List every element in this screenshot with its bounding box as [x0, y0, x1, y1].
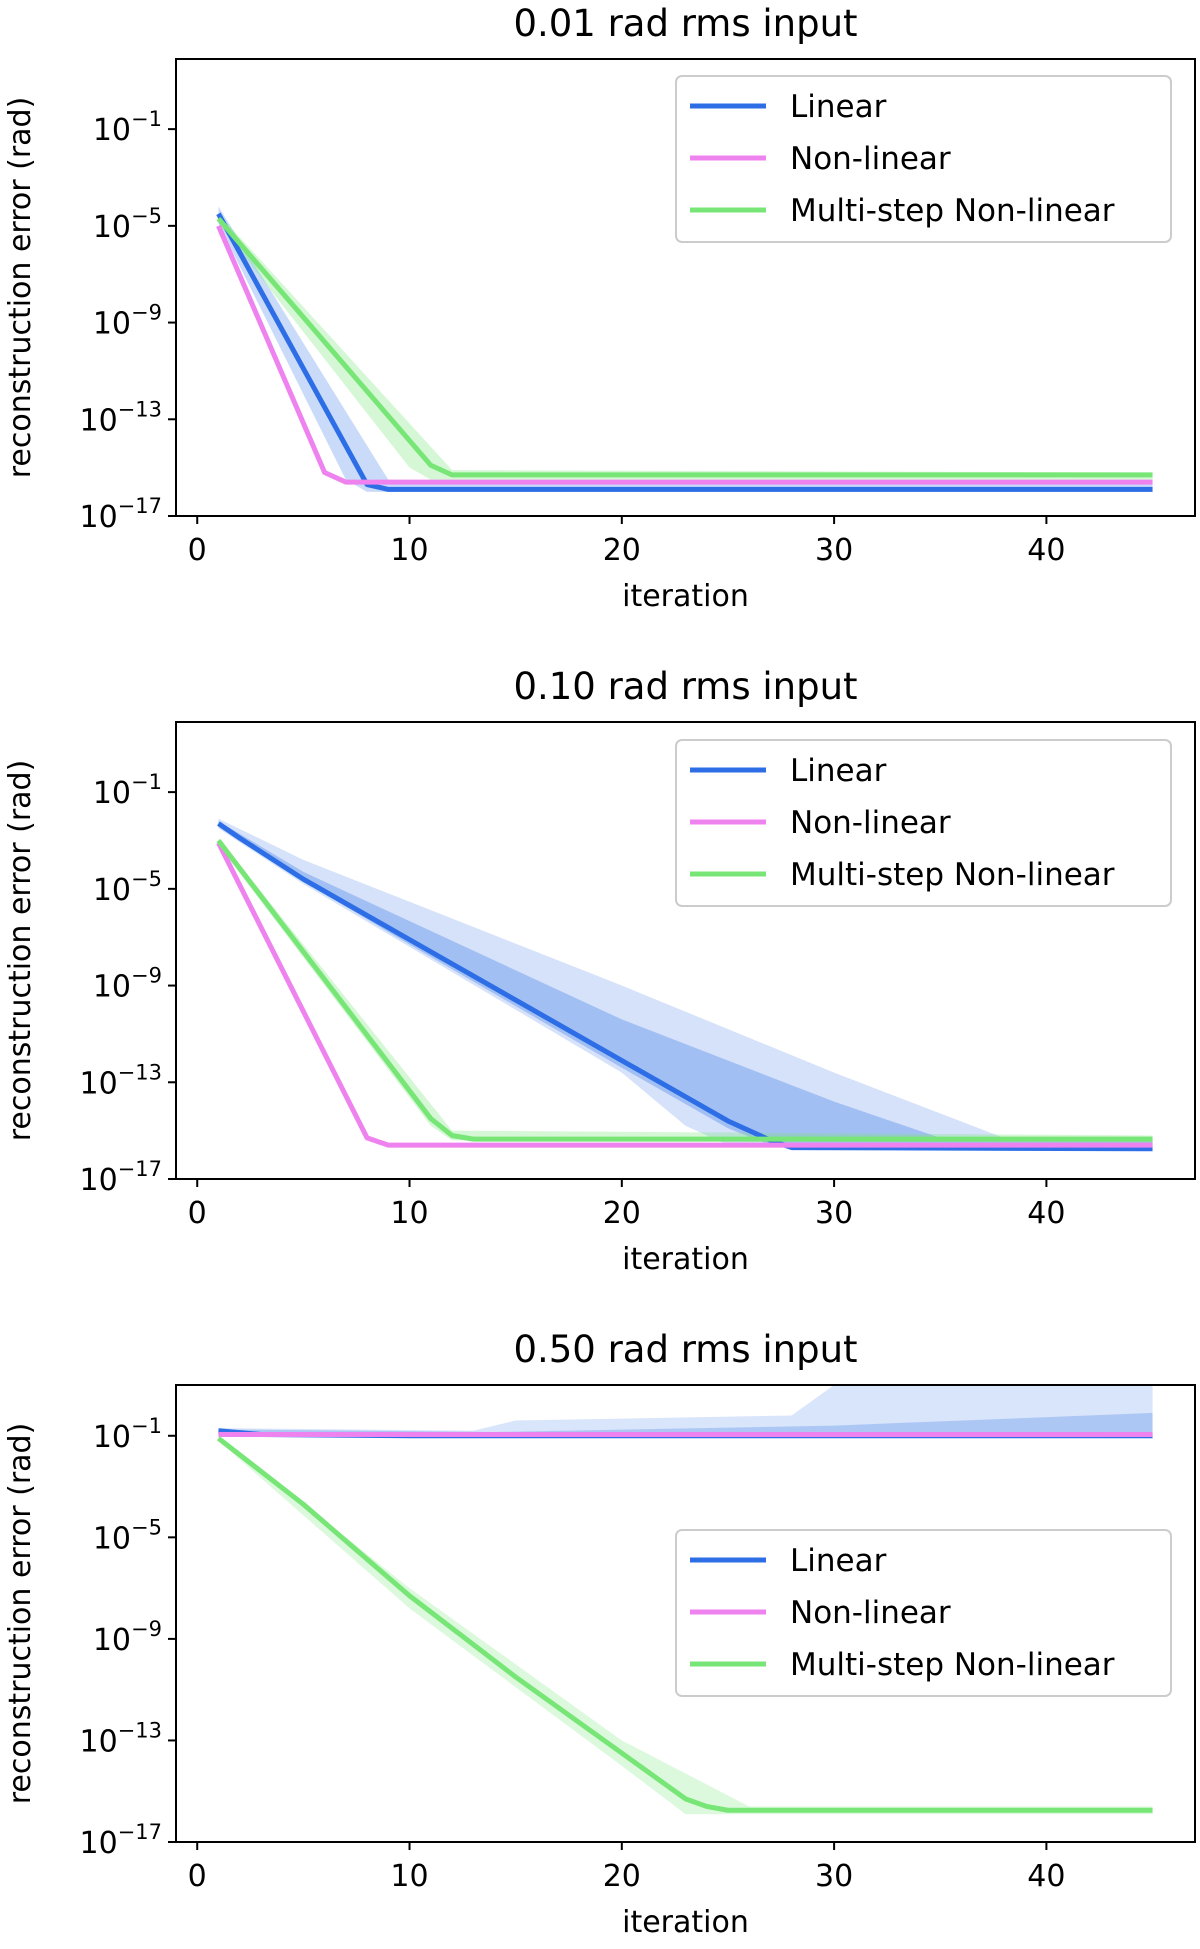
- legend: Linear Non-linear Multi-step Non-linear: [675, 1529, 1172, 1697]
- x-tick-label: 40: [1027, 1196, 1065, 1231]
- legend-label: Non-linear: [790, 141, 951, 177]
- legend-box: [675, 739, 1172, 907]
- band-linear-1: [218, 821, 1153, 1149]
- series-line-non-linear: [216, 841, 1153, 1148]
- legend-box: [675, 1529, 1172, 1697]
- y-axis-label: reconstruction error (rad): [3, 760, 38, 1142]
- chart-panel-3: 0 10 20 30 40 10−1 10−5 10−9 10−13 10−17 0.50 rad …: [3, 1328, 1196, 1940]
- x-tick-label: 30: [815, 1196, 853, 1231]
- x-tick-label: 30: [815, 533, 853, 568]
- series-line-multi-step-non-linear: [216, 838, 1153, 1142]
- series-line-multi-step-non-linear: [216, 1436, 1153, 1813]
- y-tick-label: 10−5: [93, 867, 162, 908]
- chart-panel-1: 0 10 20 30 40 10−1 10−5 10−9 10−13 10−17 0.01 rad …: [3, 2, 1196, 614]
- series-line-non-linear: [216, 224, 1153, 485]
- legend-label: Multi-step Non-linear: [790, 857, 1115, 893]
- y-axis-label: reconstruction error (rad): [3, 97, 38, 479]
- x-tick-label: 0: [188, 1196, 207, 1231]
- band-linear-1: [218, 1412, 1153, 1438]
- chart-panel-2: 0 10 20 30 40 10−1 10−5 10−9 10−13 10−17 0.10 rad …: [3, 665, 1196, 1277]
- x-tick-label: 20: [603, 1859, 641, 1894]
- y-tick-label: 10−1: [93, 770, 162, 811]
- legend-label: Non-linear: [790, 1595, 951, 1631]
- y-axis-label: reconstruction error (rad): [3, 1423, 38, 1805]
- plot-area: [216, 1385, 1153, 1815]
- x-tick-label: 10: [390, 533, 428, 568]
- legend-label: Multi-step Non-linear: [790, 193, 1115, 229]
- x-tick-label: 0: [188, 1859, 207, 1894]
- band-linear-0: [218, 206, 1153, 492]
- band-linear-0: [218, 1385, 1153, 1439]
- axes-frame: [175, 1384, 1196, 1843]
- y-tick-label: 10−5: [93, 204, 162, 245]
- y-tick-label: 10−13: [79, 1060, 162, 1101]
- legend-label: Multi-step Non-linear: [790, 1647, 1115, 1683]
- y-tick-label: 10−1: [93, 1414, 162, 1455]
- x-tick-label: 20: [603, 533, 641, 568]
- x-axis-label: iteration: [622, 1242, 749, 1277]
- x-tick-label: 0: [188, 533, 207, 568]
- x-tick-label: 10: [390, 1859, 428, 1894]
- band-linear-0: [218, 818, 1153, 1149]
- legend: Linear Non-linear Multi-step Non-linear: [675, 75, 1172, 243]
- chart-title: 0.50 rad rms input: [513, 1328, 857, 1371]
- series-line-linear: [216, 212, 1153, 492]
- y-tick-label: 10−1: [93, 107, 162, 148]
- series-line-multi-step-non-linear: [216, 216, 1153, 478]
- y-tick-label: 10−9: [93, 301, 162, 342]
- y-tick-label: 10−9: [93, 1617, 162, 1658]
- axes-frame: [175, 721, 1196, 1180]
- y-tick-label: 10−17: [79, 1820, 162, 1861]
- legend-label: Linear: [790, 753, 887, 789]
- legend: Linear Non-linear Multi-step Non-linear: [675, 739, 1172, 907]
- x-tick-label: 30: [815, 1859, 853, 1894]
- y-tick-label: 10−17: [79, 1157, 162, 1198]
- axes-frame: [175, 58, 1196, 517]
- x-tick-label: 40: [1027, 1859, 1065, 1894]
- x-axis-label: iteration: [622, 579, 749, 614]
- plot-area: [216, 206, 1153, 492]
- legend-label: Linear: [790, 89, 887, 125]
- chart-title: 0.01 rad rms input: [513, 2, 857, 45]
- y-tick-label: 10−9: [93, 964, 162, 1005]
- y-tick-label: 10−17: [79, 494, 162, 535]
- legend-label: Non-linear: [790, 805, 951, 841]
- y-tick-label: 10−13: [79, 1718, 162, 1759]
- legend-box: [675, 75, 1172, 243]
- x-tick-label: 20: [603, 1196, 641, 1231]
- x-tick-label: 10: [390, 1196, 428, 1231]
- x-axis-label: iteration: [622, 1905, 749, 1940]
- chart-title: 0.10 rad rms input: [513, 665, 857, 708]
- x-tick-label: 40: [1027, 533, 1065, 568]
- y-tick-label: 10−13: [79, 397, 162, 438]
- plot-area: [216, 818, 1153, 1152]
- legend-label: Linear: [790, 1543, 887, 1579]
- y-tick-label: 10−5: [93, 1515, 162, 1556]
